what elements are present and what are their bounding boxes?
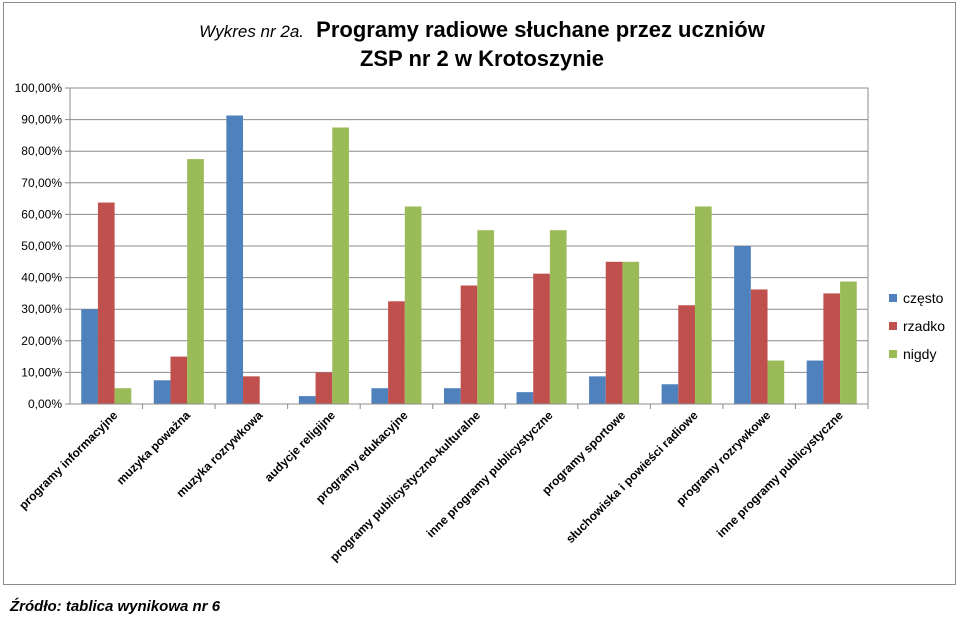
bar-nigdy-9 (767, 360, 785, 404)
bar-nigdy-4 (404, 206, 422, 404)
axes (65, 87, 869, 409)
x-tick-label: inne programy publicystyczne (424, 408, 556, 540)
bar-rzadko-3 (315, 372, 333, 404)
bar-często-9 (734, 246, 751, 404)
y-tick-label: 30,00% (21, 302, 62, 316)
source-note: Źródło: tablica wynikowa nr 6 (10, 598, 221, 615)
y-tick-label: 40,00% (21, 271, 62, 285)
bar-nigdy-10 (840, 281, 857, 404)
chart-title-line2: ZSP nr 2 w Krotoszynie (360, 46, 604, 71)
y-tick-label: 20,00% (21, 334, 62, 348)
x-tick-label: muzyka poważna (114, 408, 193, 487)
bar-nigdy-6 (549, 230, 567, 404)
bar-często-5 (443, 388, 461, 404)
chart-title-main: Programy radiowe słuchane przez uczniów (316, 17, 766, 42)
y-tick-label: 10,00% (21, 365, 62, 379)
bar-nigdy-0 (114, 388, 132, 404)
bar-rzadko-4 (388, 301, 405, 404)
y-axis-ticks: 0,00% 10,00% 20,00% 30,00% 40,00% 50,00% 60,00… (15, 81, 63, 411)
bar-często-10 (806, 360, 824, 404)
y-tick-label: 60,00% (21, 207, 62, 221)
bar-często-2 (226, 115, 244, 404)
bar-rzadko-7 (605, 261, 623, 404)
y-tick-label: 90,00% (21, 113, 62, 127)
chart-svg: Wykres nr 2a. Programy radiowe słuchane … (15, 17, 946, 564)
bar-często-1 (153, 380, 171, 404)
bar-często-0 (81, 309, 98, 404)
bars (81, 115, 857, 404)
legend-label-rzadko: rzadko (903, 318, 945, 334)
chart-title-prefix: Wykres nr 2a. (199, 22, 304, 41)
bar-często-6 (516, 392, 534, 404)
x-tick-label: słuchowiska i powieści radiowe (563, 408, 701, 546)
bar-rzadko-1 (170, 356, 188, 404)
bar-nigdy-7 (622, 261, 640, 404)
bar-rzadko-8 (678, 305, 695, 404)
legend-label-często: często (903, 290, 944, 306)
y-tick-label: 50,00% (21, 239, 62, 253)
legend-label-nigdy: nigdy (903, 346, 936, 362)
bar-nigdy-8 (694, 206, 712, 404)
bar-rzadko-6 (533, 273, 550, 404)
legend-swatch-nigdy (889, 350, 897, 358)
plot-area-border (69, 87, 869, 405)
bar-rzadko-2 (243, 376, 260, 404)
y-tick-label: 100,00% (15, 81, 63, 95)
bar-rzadko-9 (750, 289, 768, 404)
bar-często-3 (298, 396, 316, 404)
x-tick-label: programy informacyjne (16, 408, 120, 512)
bar-często-4 (371, 388, 389, 404)
legend-swatch-rzadko (889, 322, 897, 330)
chart-frame: Wykres nr 2a. Programy radiowe słuchane … (3, 2, 956, 585)
chart-title-line1: Wykres nr 2a. Programy radiowe słuchane … (199, 17, 766, 42)
y-tick-label: 80,00% (21, 144, 62, 158)
legend: często rzadko nigdy (889, 290, 945, 362)
bar-rzadko-5 (460, 285, 478, 404)
bar-nigdy-3 (332, 127, 349, 404)
bar-często-8 (661, 384, 679, 404)
y-tick-label: 70,00% (21, 176, 62, 190)
x-tick-label: programy publicystyczno-kulturalne (327, 408, 483, 564)
x-tick-label: inne programy publicystyczne (714, 408, 846, 540)
bar-rzadko-10 (823, 293, 841, 404)
bar-rzadko-0 (97, 202, 115, 404)
y-tick-label: 0,00% (28, 397, 62, 411)
x-tick-label: audycje religijne (262, 408, 339, 485)
legend-swatch-często (889, 294, 897, 302)
bar-nigdy-5 (477, 230, 495, 404)
bar-często-7 (589, 376, 606, 404)
bar-nigdy-1 (187, 159, 204, 404)
